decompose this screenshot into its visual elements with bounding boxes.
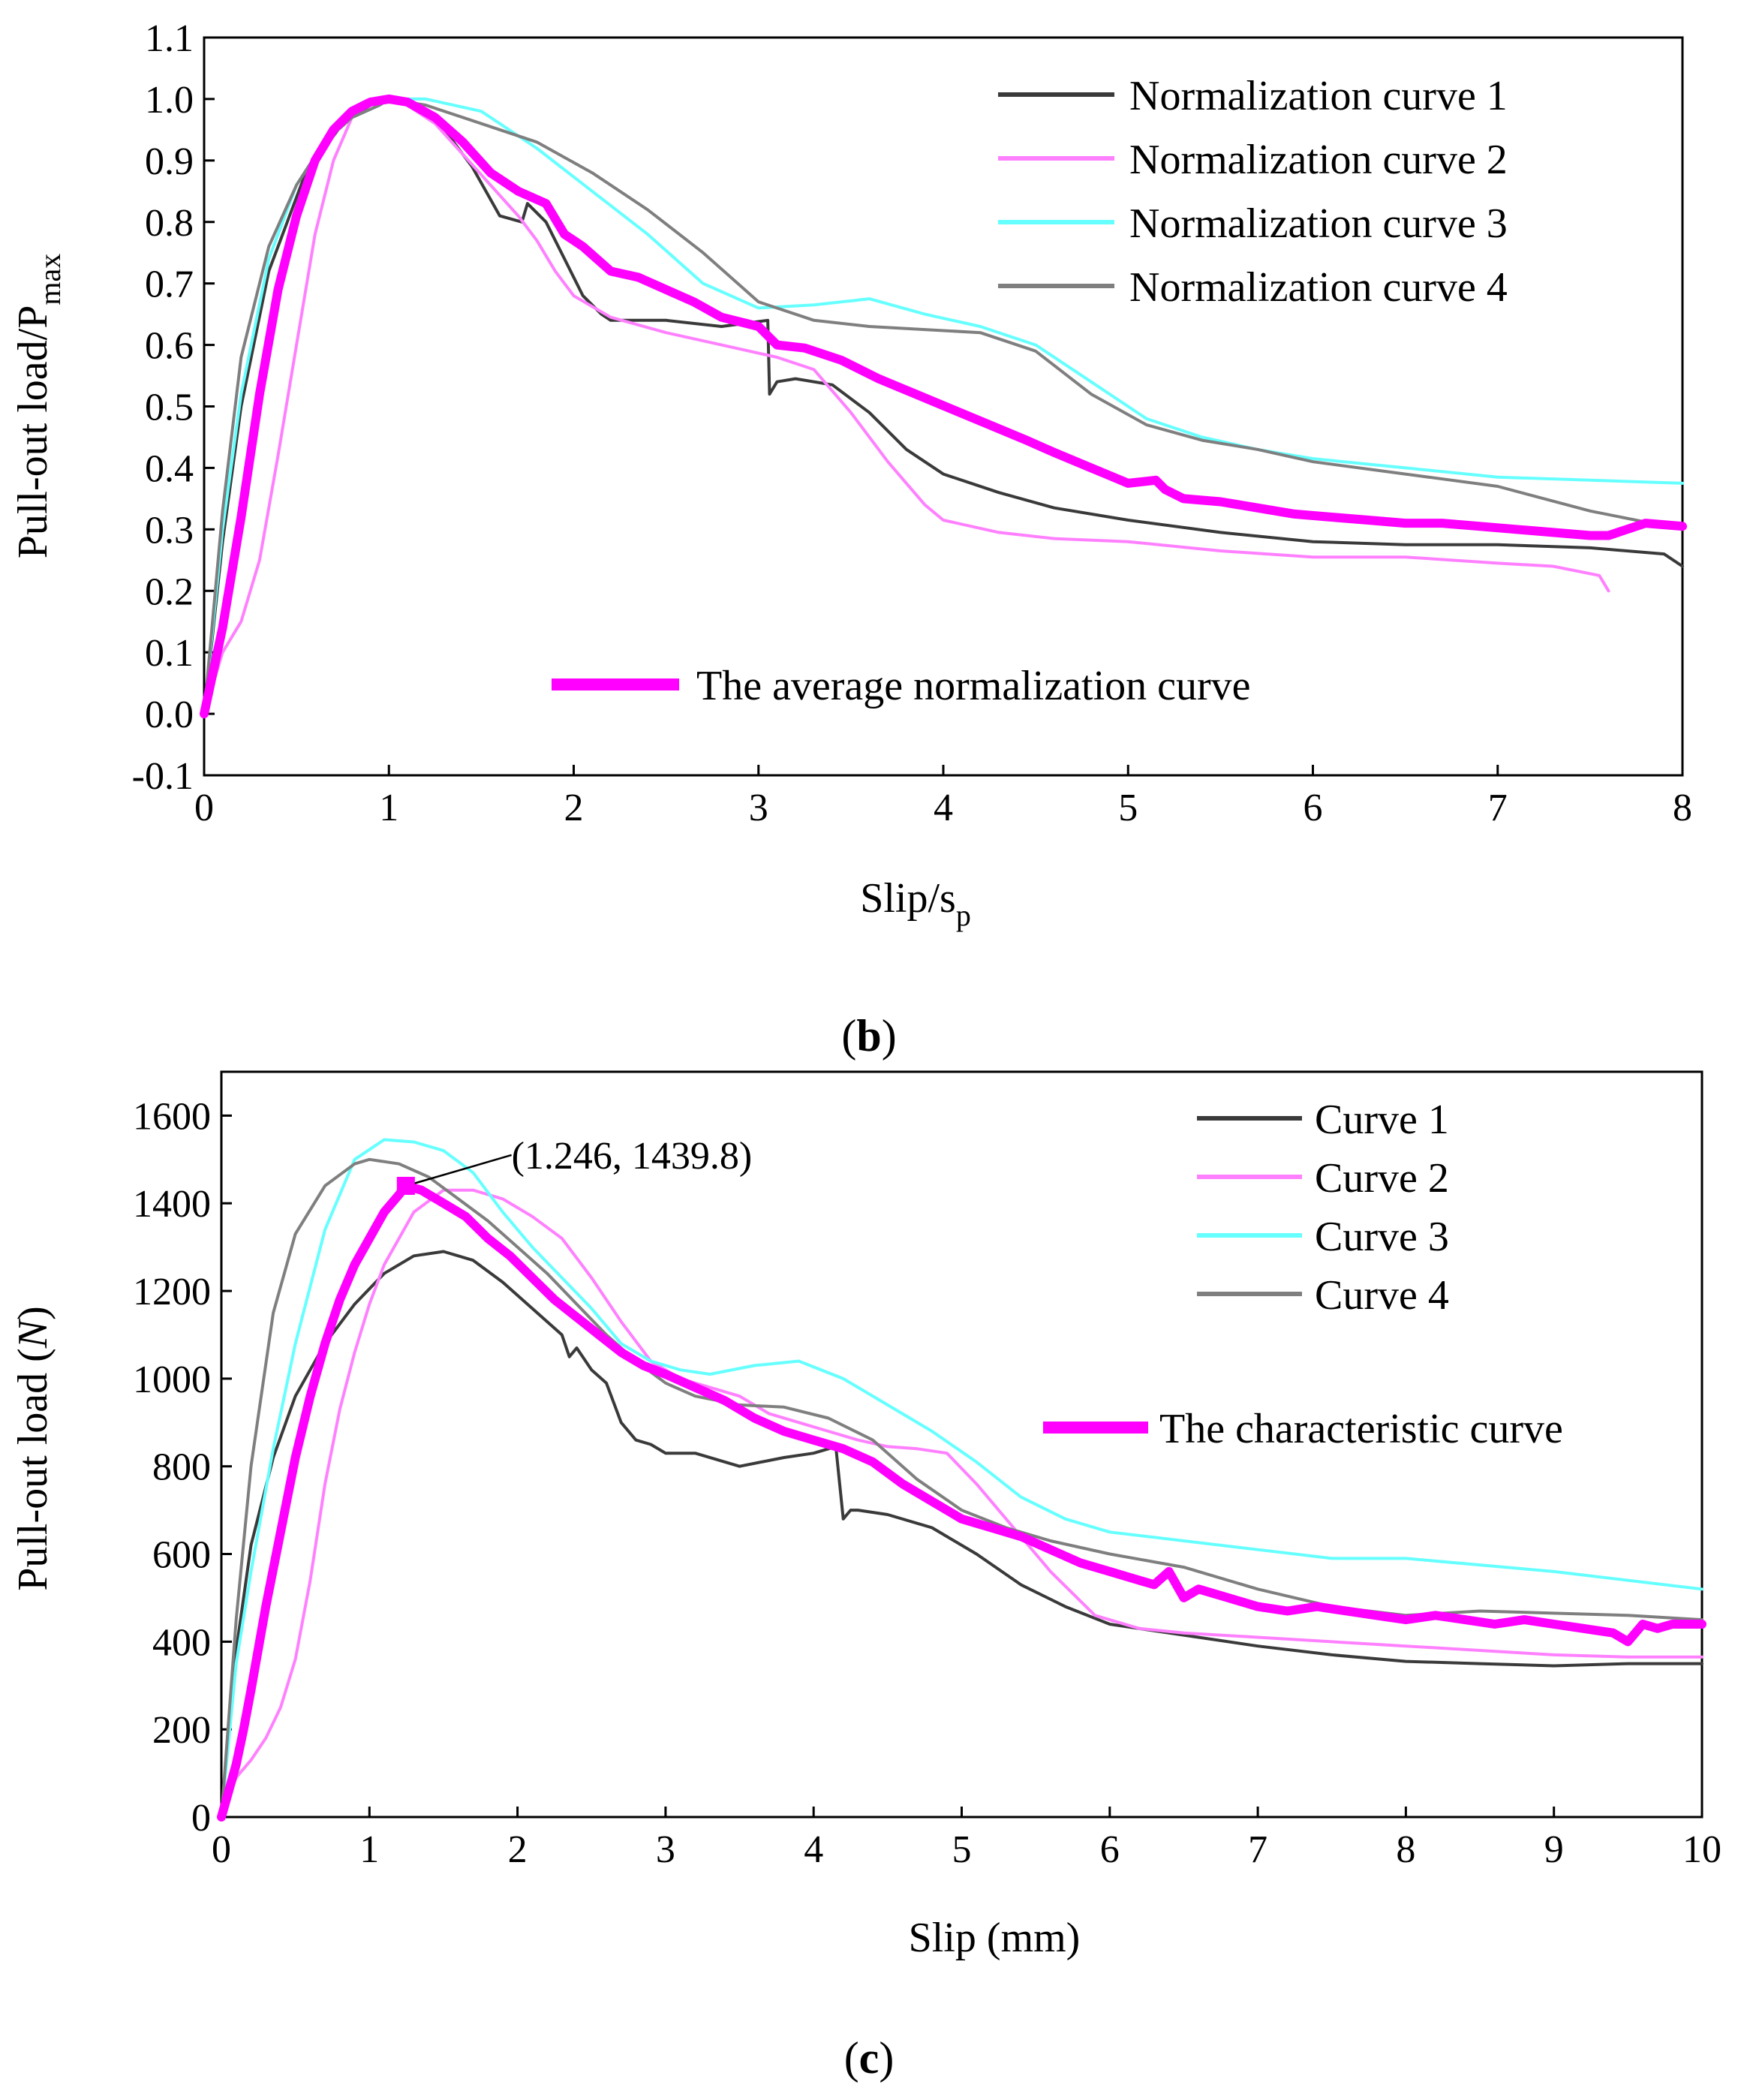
legend-label-normalization-curve-4: Normalization curve 4 — [1129, 264, 1508, 311]
chart-b-x-tick-label: 1 — [379, 787, 398, 829]
chart-c-legend: Curve 1 Curve 2 Curve 3 Curve 4 The char… — [1043, 1097, 1563, 1452]
chart-c-x-tick-label: 4 — [804, 1828, 823, 1871]
chart-c-x-tick-label: 5 — [952, 1828, 972, 1871]
chart-c-y-tick-label: 1400 — [133, 1183, 211, 1226]
chart-b-y-tick-label: 0.2 — [145, 570, 194, 613]
chart-c-annotation: (1.246, 1439.8) — [396, 1135, 753, 1195]
chart-b-x-tick-label: 3 — [749, 787, 768, 829]
chart-c-x-tick-label: 3 — [656, 1828, 675, 1871]
legend-item-normalization-curve-4: Normalization curve 4 — [998, 264, 1508, 311]
chart-b-y-tick-label: 0.8 — [145, 202, 194, 245]
chart-b-y-tick-label: 0.0 — [145, 693, 194, 736]
chart-b-y-axis-title: Pull-out load/Pmax — [10, 254, 67, 558]
chart-c-x-tick-label: 2 — [508, 1828, 528, 1871]
legend-item-curve-4: Curve 4 — [1197, 1272, 1449, 1319]
chart-c-y-tick-label: 600 — [152, 1534, 211, 1577]
chart-b-y-tick-label: 1.1 — [145, 17, 194, 60]
chart-c-y-tick-label: 1200 — [133, 1271, 211, 1313]
chart-b-series-the-average-normalization-curve — [200, 94, 1687, 719]
chart-c-y-tick-label: 1000 — [133, 1358, 211, 1401]
chart-b-x-tick-label: 0 — [194, 787, 214, 829]
chart-c-x-tick-label: 8 — [1396, 1828, 1415, 1871]
legend-item-normalization-curve-3: Normalization curve 3 — [998, 200, 1508, 247]
chart-c-x-tick-label: 0 — [212, 1828, 231, 1871]
annotation-leader-line — [405, 1154, 512, 1187]
chart-b-y-tick-label: 0.6 — [145, 325, 194, 368]
chart-b-legend: Normalization curve 1 Normalization curv… — [552, 73, 1508, 709]
panel-label-b: (b) — [841, 1011, 896, 1061]
legend-label-normalization-curve-3: Normalization curve 3 — [1129, 200, 1508, 247]
legend-item-characteristic-curve: The characteristic curve — [1043, 1406, 1563, 1452]
chart-c-series-the-characteristic-curve — [217, 1181, 1706, 1822]
chart-c: 0 1 2 3 4 5 6 7 8 9 10 0 200 400 600 800 1000 1200 1400 160… — [10, 1070, 1721, 2083]
chart-b-y-tick-label: 0.3 — [145, 509, 194, 552]
legend-label-average-normalization-curve: The average normalization curve — [696, 663, 1251, 709]
chart-c-series-curve-3 — [220, 1138, 1703, 1819]
legend-label-curve-3: Curve 3 — [1315, 1214, 1449, 1260]
chart-c-series-curve-4 — [220, 1157, 1703, 1819]
annotation-label: (1.246, 1439.8) — [512, 1135, 753, 1178]
chart-b: 0 1 2 3 4 5 6 7 8 -0.1 0.0 0.1 0.2 0.3 0.4 0.5 0.6 0.7 0.8… — [10, 17, 1692, 1061]
chart-b-x-tick-label: 8 — [1673, 787, 1692, 829]
chart-b-y-tick-label: 0.5 — [145, 387, 194, 429]
legend-item-curve-1: Curve 1 — [1197, 1097, 1449, 1143]
chart-b-series-normalization-curve-2 — [203, 97, 1610, 716]
chart-b-y-tick-label: 0.1 — [145, 632, 194, 675]
chart-b-axis-ticks: 0 1 2 3 4 5 6 7 8 -0.1 0.0 0.1 0.2 0.3 0.4 0.5 0.6 0.7 0.8… — [132, 17, 1692, 829]
chart-b-x-tick-label: 4 — [934, 787, 953, 829]
panel-label-c: (c) — [844, 2033, 895, 2083]
legend-item-normalization-curve-2: Normalization curve 2 — [998, 137, 1508, 183]
chart-b-series — [200, 94, 1687, 719]
chart-c-x-tick-label: 7 — [1248, 1828, 1267, 1871]
chart-b-x-tick-label: 6 — [1304, 787, 1323, 829]
chart-b-y-tick-label: -0.1 — [132, 755, 194, 798]
chart-c-x-tick-label: 10 — [1682, 1828, 1721, 1871]
chart-c-x-tick-label: 9 — [1544, 1828, 1564, 1871]
chart-c-series-curve-1 — [220, 1250, 1703, 1819]
chart-b-x-axis-title: Slip/sp — [860, 875, 971, 932]
legend-item-average-normalization-curve: The average normalization curve — [552, 663, 1251, 709]
legend-item-curve-2: Curve 2 — [1197, 1155, 1449, 1202]
chart-c-series — [217, 1138, 1706, 1822]
chart-c-x-axis-title: Slip (mm) — [909, 1915, 1081, 1961]
chart-c-y-tick-label: 0 — [191, 1797, 211, 1840]
chart-c-y-tick-label: 200 — [152, 1709, 211, 1752]
chart-c-y-tick-label: 400 — [152, 1621, 211, 1664]
chart-b-x-tick-label: 5 — [1118, 787, 1138, 829]
legend-label-normalization-curve-1: Normalization curve 1 — [1129, 73, 1508, 119]
chart-b-x-tick-label: 2 — [564, 787, 584, 829]
chart-b-y-tick-label: 0.9 — [145, 140, 194, 183]
chart-c-axis-ticks: 0 1 2 3 4 5 6 7 8 9 10 0 200 400 600 800 1000 1200 1400 160… — [133, 1095, 1721, 1871]
chart-c-y-tick-label: 1600 — [133, 1095, 211, 1138]
chart-b-x-tick-label: 7 — [1488, 787, 1508, 829]
legend-item-normalization-curve-1: Normalization curve 1 — [998, 73, 1508, 119]
chart-c-y-axis-title: Pull-out load (N) — [10, 1306, 56, 1591]
chart-c-y-tick-label: 800 — [152, 1446, 211, 1489]
chart-b-y-tick-label: 0.4 — [145, 447, 194, 490]
chart-c-x-tick-label: 6 — [1100, 1828, 1120, 1871]
legend-label-curve-4: Curve 4 — [1315, 1272, 1449, 1319]
chart-c-x-tick-label: 1 — [359, 1828, 379, 1871]
chart-b-y-tick-label: 1.0 — [145, 79, 194, 122]
legend-label-characteristic-curve: The characteristic curve — [1159, 1406, 1563, 1452]
legend-label-curve-1: Curve 1 — [1315, 1097, 1449, 1143]
chart-b-y-tick-label: 0.7 — [145, 263, 194, 306]
chart-c-plot-area — [220, 1070, 1703, 1819]
legend-item-curve-3: Curve 3 — [1197, 1214, 1449, 1260]
legend-label-curve-2: Curve 2 — [1315, 1155, 1449, 1202]
annotation-peak-marker — [396, 1176, 415, 1195]
legend-label-normalization-curve-2: Normalization curve 2 — [1129, 137, 1508, 183]
